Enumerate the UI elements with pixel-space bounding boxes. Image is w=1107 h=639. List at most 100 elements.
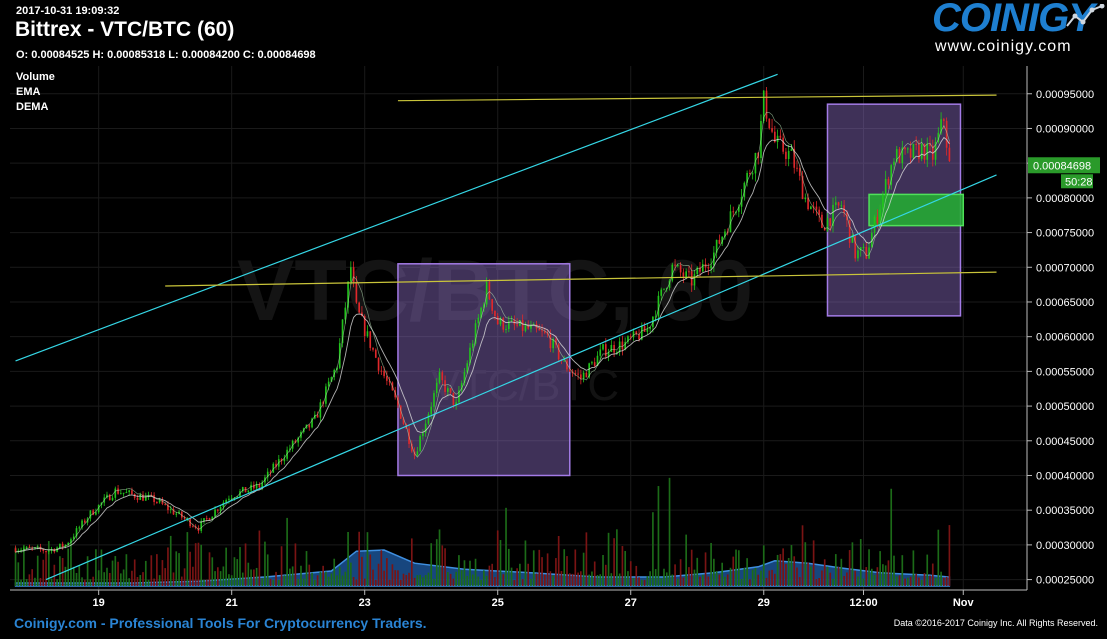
volume-bar — [574, 549, 577, 586]
candle-down — [402, 418, 405, 424]
candle-down — [521, 320, 524, 331]
volume-bar — [460, 570, 463, 586]
volume-bar — [557, 535, 560, 586]
candle-up — [125, 492, 128, 494]
candle-down — [679, 265, 682, 273]
volume-bar — [632, 577, 635, 586]
countdown-value: 50:28 — [1065, 176, 1093, 188]
candle-up — [120, 493, 122, 495]
candle-down — [574, 373, 577, 375]
volume-bar — [23, 544, 25, 586]
volume-series — [14, 477, 951, 587]
volume-bar — [75, 572, 78, 586]
candle-down — [494, 310, 496, 317]
volume-bar — [707, 576, 710, 586]
volume-bar — [474, 558, 477, 586]
volume-bar — [895, 576, 898, 586]
volume-bar — [530, 578, 532, 586]
volume-bar — [945, 576, 948, 586]
footer-tagline[interactable]: Coinigy.com - Professional Tools For Cry… — [14, 615, 427, 631]
candle-up — [840, 205, 843, 207]
candle-up — [737, 206, 740, 212]
candle-down — [829, 218, 832, 226]
volume-bar — [768, 570, 771, 586]
candle-down — [167, 504, 169, 511]
candle-up — [59, 543, 61, 548]
candle-down — [948, 147, 951, 162]
candle-down — [865, 246, 868, 259]
candle-up — [663, 288, 665, 290]
volume-bar — [837, 566, 840, 586]
candle-down — [635, 331, 638, 335]
volume-bar — [613, 538, 615, 586]
candle-down — [773, 131, 776, 143]
coinigy-logo[interactable]: COINIGY www.coinigy.com — [930, 0, 1105, 60]
candle-down — [358, 302, 360, 313]
volume-bar — [266, 554, 269, 586]
volume-bar — [341, 575, 344, 586]
volume-bar — [264, 541, 266, 586]
volume-bar — [873, 574, 876, 586]
volume-bar — [350, 562, 352, 586]
candle-down — [253, 484, 255, 489]
candle-up — [347, 281, 349, 308]
volume-bar — [879, 551, 881, 586]
volume-bar — [699, 576, 701, 586]
y-tick-label: 0.00065000 — [1036, 297, 1094, 309]
candle-up — [469, 347, 471, 364]
candle-up — [416, 451, 419, 456]
volume-bar — [743, 567, 746, 586]
candle-down — [904, 147, 906, 150]
volume-bar — [524, 540, 527, 586]
candle-up — [591, 362, 593, 364]
volume-bar — [499, 540, 502, 586]
y-tick-label: 0.00070000 — [1036, 262, 1094, 274]
y-tick-label: 0.00095000 — [1036, 89, 1094, 101]
legend-ema[interactable]: EMA — [16, 86, 41, 98]
candle-up — [236, 496, 239, 498]
candle-up — [250, 484, 252, 491]
volume-bar — [230, 575, 233, 586]
volume-bar — [53, 564, 56, 586]
volume-bar — [383, 570, 385, 586]
candle-up — [95, 512, 97, 515]
candle-up — [466, 363, 469, 373]
volume-bar — [322, 565, 324, 586]
y-tick-label: 0.00025000 — [1036, 575, 1094, 587]
candle-up — [261, 482, 264, 488]
candle-down — [164, 503, 167, 505]
volume-bar — [81, 577, 83, 586]
candle-down — [915, 143, 917, 145]
volume-bar — [36, 555, 39, 586]
candle-down — [208, 518, 211, 521]
candle-up — [463, 372, 466, 384]
legend-volume[interactable]: Volume — [16, 71, 55, 83]
volume-bar — [496, 530, 499, 586]
volume-bar — [591, 571, 593, 586]
volume-bar — [47, 541, 50, 586]
volume-bar — [83, 579, 86, 586]
candle-up — [480, 307, 482, 318]
candle-up — [175, 513, 178, 515]
volume-bar — [829, 572, 832, 586]
legend-dema[interactable]: DEMA — [16, 101, 49, 113]
candle-up — [433, 393, 435, 407]
volume-bar — [214, 571, 216, 586]
candle-down — [399, 405, 402, 419]
candle-up — [677, 265, 679, 267]
volume-bar — [449, 573, 452, 586]
volume-bar — [471, 574, 474, 586]
volume-bar — [732, 556, 735, 586]
volume-bar — [724, 576, 726, 586]
candle-down — [131, 490, 133, 495]
volume-bar — [560, 571, 563, 586]
volume-bar — [97, 570, 100, 586]
candle-up — [879, 209, 881, 224]
volume-bar — [516, 568, 518, 586]
candle-up — [563, 360, 566, 362]
volume-bar — [164, 568, 167, 586]
candle-up — [870, 232, 873, 248]
volume-bar — [380, 550, 383, 586]
candle-down — [785, 151, 787, 159]
